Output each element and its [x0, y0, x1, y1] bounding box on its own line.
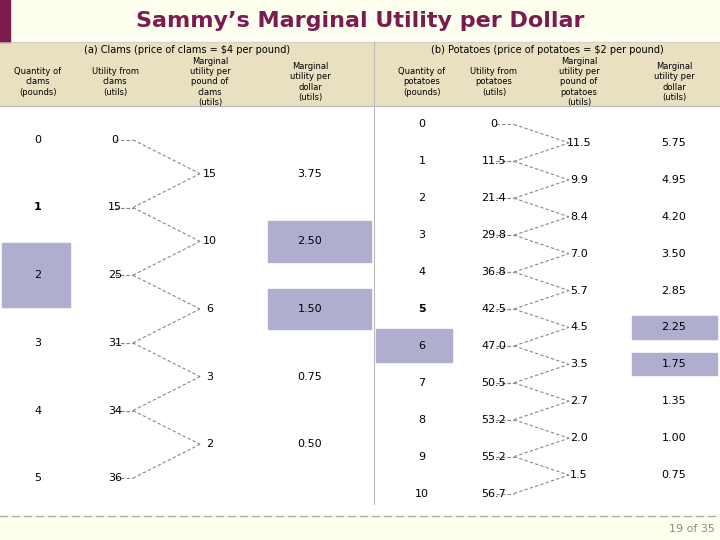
Text: 7: 7: [418, 378, 426, 388]
Text: Marginal
utility per
dollar
(utils): Marginal utility per dollar (utils): [289, 62, 330, 102]
Bar: [629, 58, 720, 106]
Text: 50.5: 50.5: [482, 378, 506, 388]
Text: 10: 10: [203, 237, 217, 246]
Text: 1.5: 1.5: [570, 470, 588, 480]
Text: 4: 4: [418, 267, 426, 277]
Text: Sammy’s Marginal Utility per Dollar: Sammy’s Marginal Utility per Dollar: [136, 11, 584, 31]
Text: 5.7: 5.7: [570, 286, 588, 295]
Text: 4.20: 4.20: [662, 212, 686, 222]
Text: 0: 0: [35, 135, 42, 145]
Text: 15: 15: [203, 168, 217, 179]
Text: 53.2: 53.2: [482, 415, 506, 425]
Text: 47.0: 47.0: [482, 341, 506, 351]
Text: (b) Potatoes (price of potatoes = $2 per pound): (b) Potatoes (price of potatoes = $2 per…: [431, 45, 663, 55]
Bar: [0, 58, 72, 106]
Text: 6: 6: [418, 341, 426, 351]
Text: 8.4: 8.4: [570, 212, 588, 222]
Text: 5: 5: [35, 473, 42, 483]
Text: Marginal
utility per
pound of
clams
(utils): Marginal utility per pound of clams (uti…: [189, 57, 230, 107]
Text: 7.0: 7.0: [570, 248, 588, 259]
Text: 3.50: 3.50: [662, 248, 686, 259]
Bar: [0, 0, 10, 42]
Text: 2.0: 2.0: [570, 433, 588, 443]
Text: 1.35: 1.35: [662, 396, 686, 406]
Text: 3: 3: [418, 230, 426, 240]
Bar: [374, 58, 454, 106]
Text: 5.75: 5.75: [662, 138, 686, 148]
Text: 1.75: 1.75: [662, 359, 686, 369]
Text: 2.50: 2.50: [297, 237, 323, 246]
Text: 2: 2: [35, 270, 42, 280]
Text: 1.50: 1.50: [297, 304, 323, 314]
Text: 0.75: 0.75: [662, 470, 686, 480]
Text: 0.75: 0.75: [297, 372, 323, 382]
Text: 6: 6: [207, 304, 214, 314]
Text: 34: 34: [108, 406, 122, 415]
Text: 56.7: 56.7: [482, 489, 506, 498]
Bar: [376, 329, 452, 362]
Text: 4: 4: [35, 406, 42, 415]
Text: 3.5: 3.5: [570, 359, 588, 369]
Text: 2.85: 2.85: [662, 286, 686, 295]
Text: 8: 8: [418, 415, 426, 425]
Bar: [632, 353, 717, 375]
Bar: [374, 42, 720, 58]
Text: 0: 0: [418, 119, 426, 130]
Text: Marginal
utility per
dollar
(utils): Marginal utility per dollar (utils): [654, 62, 694, 102]
Text: (a) Clams (price of clams = $4 per pound): (a) Clams (price of clams = $4 per pound…: [84, 45, 290, 55]
Text: 2: 2: [207, 440, 214, 449]
Text: 4.5: 4.5: [570, 322, 588, 333]
Text: 2.25: 2.25: [662, 322, 686, 333]
Bar: [2, 244, 70, 307]
Text: 1.00: 1.00: [662, 433, 686, 443]
Text: 31: 31: [108, 338, 122, 348]
Text: 3: 3: [35, 338, 42, 348]
Text: 36: 36: [108, 473, 122, 483]
Text: Marginal
utility per
pound of
potatoes
(utils): Marginal utility per pound of potatoes (…: [559, 57, 599, 107]
Bar: [454, 58, 534, 106]
Text: 15: 15: [108, 202, 122, 213]
Bar: [0, 42, 374, 58]
Text: 5: 5: [418, 304, 426, 314]
Text: 10: 10: [415, 489, 429, 498]
Text: 19 of 35: 19 of 35: [669, 524, 715, 534]
Text: 21.4: 21.4: [482, 193, 506, 203]
Text: 9.9: 9.9: [570, 175, 588, 185]
Text: 2.7: 2.7: [570, 396, 588, 406]
Bar: [632, 316, 717, 339]
Text: 0: 0: [490, 119, 498, 130]
Text: 3.75: 3.75: [297, 168, 323, 179]
Text: Utility from
clams
(utils): Utility from clams (utils): [91, 67, 138, 97]
Text: 42.5: 42.5: [482, 304, 506, 314]
Text: 36.8: 36.8: [482, 267, 506, 277]
Text: 9: 9: [418, 451, 426, 462]
Bar: [265, 58, 374, 106]
Bar: [534, 58, 629, 106]
Bar: [155, 58, 265, 106]
Text: 2: 2: [418, 193, 426, 203]
Text: 1: 1: [418, 157, 426, 166]
Bar: [0, 106, 720, 512]
Text: Quantity of
clams
(pounds): Quantity of clams (pounds): [14, 67, 62, 97]
Text: 25: 25: [108, 270, 122, 280]
Text: 11.5: 11.5: [567, 138, 591, 148]
Bar: [268, 289, 371, 329]
Text: 4.95: 4.95: [662, 175, 686, 185]
Text: 1: 1: [34, 202, 42, 213]
Text: Utility from
potatoes
(utils): Utility from potatoes (utils): [470, 67, 518, 97]
Text: 55.2: 55.2: [482, 451, 506, 462]
Bar: [268, 221, 371, 262]
Text: 11.5: 11.5: [482, 157, 506, 166]
Text: Quantity of
potatoes
(pounds): Quantity of potatoes (pounds): [398, 67, 446, 97]
Text: 0: 0: [112, 135, 119, 145]
Text: 29.8: 29.8: [482, 230, 506, 240]
Bar: [72, 58, 155, 106]
Text: 0.50: 0.50: [297, 440, 323, 449]
Text: 3: 3: [207, 372, 214, 382]
